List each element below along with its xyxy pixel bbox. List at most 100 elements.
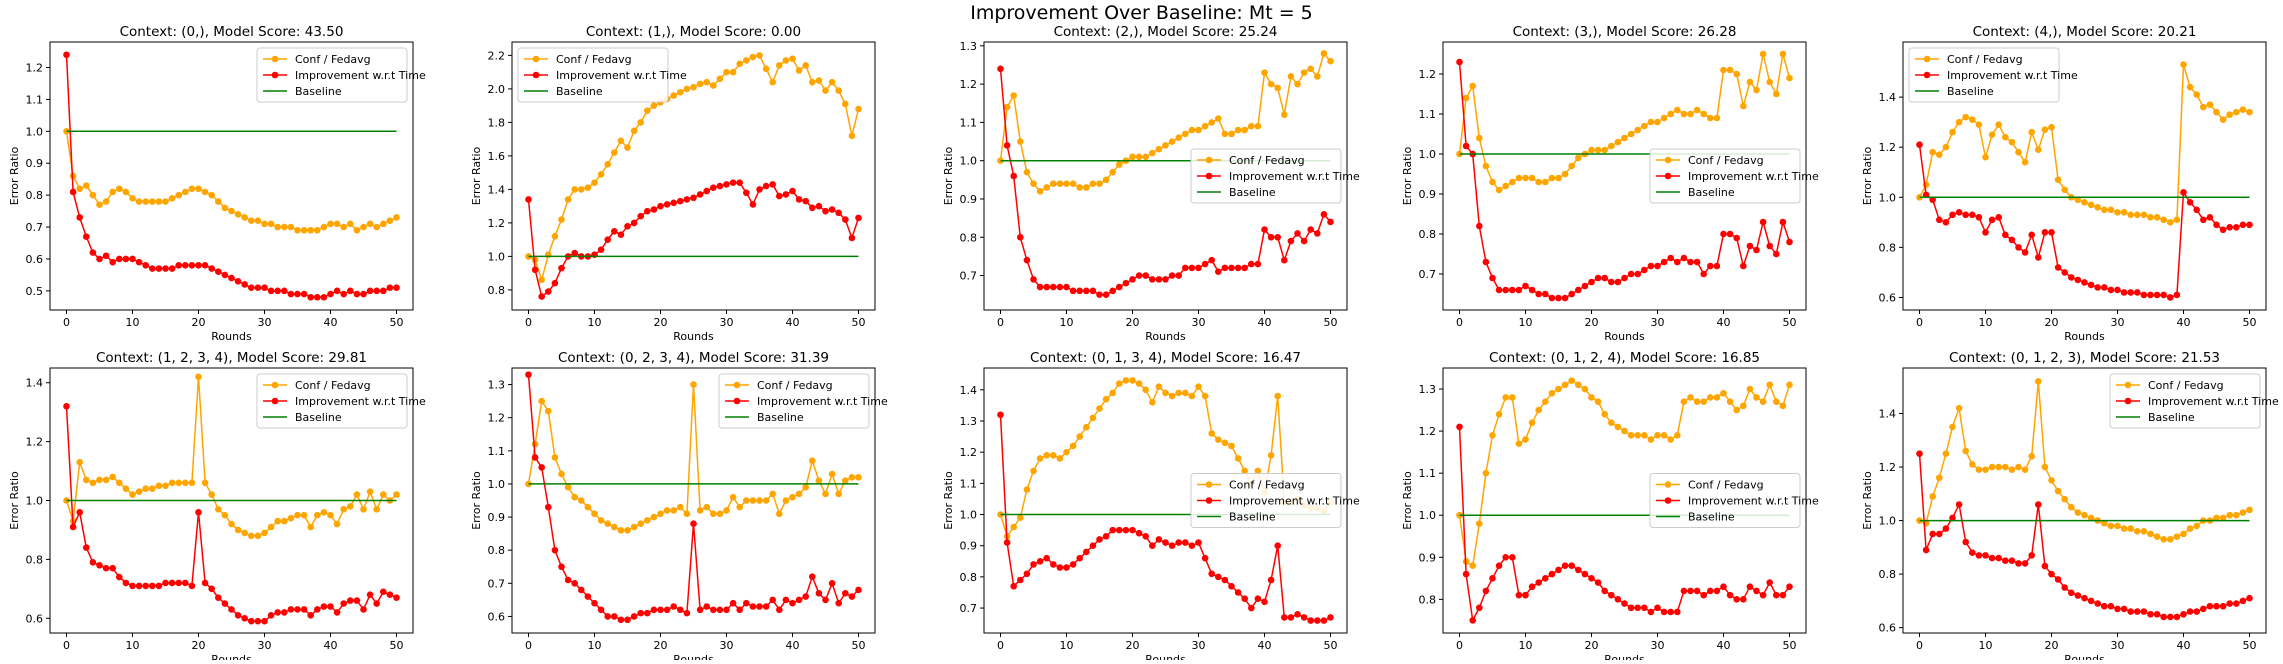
- y-tick-label: 0.6: [1879, 291, 1897, 304]
- data-point: [1548, 174, 1556, 182]
- data-point: [2087, 201, 2095, 209]
- legend-label: Improvement w.r.t Time: [1688, 170, 1819, 183]
- y-tick-label: 0.6: [488, 610, 506, 623]
- legend-marker: [1664, 497, 1672, 504]
- data-point: [2134, 211, 2141, 219]
- legend-label: Conf / Fedavg: [1229, 479, 1305, 492]
- data-point: [1314, 73, 1321, 80]
- data-point: [762, 497, 770, 504]
- data-point: [182, 262, 189, 269]
- data-point: [1693, 587, 1701, 595]
- data-point: [1155, 276, 1163, 283]
- data-point: [822, 490, 829, 498]
- data-point: [1294, 80, 1301, 88]
- data-point: [531, 440, 539, 448]
- plot-frame: [49, 367, 414, 634]
- data-point: [1254, 260, 1262, 268]
- data-point: [340, 290, 348, 298]
- data-point: [1942, 450, 1950, 457]
- data-point: [254, 217, 262, 224]
- data-point: [1476, 520, 1483, 527]
- data-point: [1535, 290, 1542, 298]
- data-point: [2114, 522, 2121, 530]
- data-point: [281, 223, 288, 231]
- data-point: [135, 488, 143, 495]
- data-point: [848, 234, 856, 242]
- legend-marker: [1664, 481, 1672, 488]
- legend-label: Improvement w.r.t Time: [1229, 495, 1360, 508]
- data-point: [2206, 214, 2214, 221]
- x-tick-label: 30: [1192, 316, 1206, 329]
- data-point: [1766, 579, 1773, 586]
- data-point: [1287, 73, 1295, 80]
- data-point: [294, 226, 301, 234]
- data-point: [2054, 487, 2062, 495]
- data-point: [1614, 423, 1622, 431]
- data-point: [267, 220, 275, 228]
- data-point: [155, 265, 163, 272]
- data-point: [558, 563, 565, 571]
- data-point: [1594, 146, 1602, 154]
- legend-box: [1908, 47, 2060, 103]
- legend-label: Conf / Fedavg: [556, 53, 632, 66]
- data-point: [393, 214, 400, 221]
- y-tick-label: 0.7: [960, 602, 978, 615]
- x-tick-label: 20: [2045, 316, 2059, 329]
- legend-box: [256, 47, 408, 103]
- data-point: [611, 523, 618, 531]
- y-tick-label: 0.8: [488, 544, 506, 557]
- data-point: [597, 171, 605, 178]
- data-point: [1043, 283, 1050, 291]
- data-point: [1017, 233, 1024, 241]
- y-tick-label: 1.0: [488, 478, 506, 491]
- data-point: [1135, 153, 1143, 161]
- plot-frame: [511, 367, 876, 634]
- data-point: [1254, 467, 1262, 475]
- data-point: [261, 220, 268, 228]
- data-point: [578, 586, 585, 594]
- data-point: [2200, 216, 2207, 224]
- data-point: [2114, 286, 2121, 294]
- data-point: [644, 207, 651, 215]
- data-point: [1083, 184, 1090, 191]
- data-point: [997, 411, 1004, 419]
- y-axis-label: Error Ratio: [8, 471, 21, 530]
- data-point: [1462, 570, 1470, 578]
- data-point: [776, 192, 783, 200]
- data-point: [1215, 436, 1222, 444]
- data-point: [1594, 579, 1602, 586]
- data-point: [2048, 477, 2055, 484]
- data-point: [1261, 598, 1268, 606]
- legend-label: Baseline: [2148, 411, 2195, 424]
- data-point: [1654, 604, 1661, 612]
- x-axis-label: Rounds: [1145, 653, 1186, 660]
- data-point: [756, 186, 763, 193]
- data-point: [2120, 605, 2128, 613]
- data-point: [2246, 221, 2253, 229]
- data-point: [2074, 592, 2082, 599]
- data-point: [2021, 560, 2029, 567]
- data-point: [89, 479, 97, 487]
- legend-label: Improvement w.r.t Time: [1688, 495, 1819, 508]
- data-point: [1168, 392, 1176, 400]
- data-point: [2219, 602, 2227, 610]
- data-point: [175, 262, 182, 269]
- data-point: [102, 198, 110, 205]
- data-point: [1660, 432, 1668, 439]
- y-tick-label: 1.3: [1419, 383, 1437, 396]
- data-point: [1687, 587, 1694, 595]
- data-point: [1568, 290, 1575, 298]
- x-tick-label: 30: [258, 639, 272, 652]
- x-tick-label: 50: [390, 316, 404, 329]
- data-point: [2213, 221, 2220, 229]
- data-point: [1713, 262, 1721, 270]
- data-point: [1916, 141, 1923, 148]
- data-point: [360, 506, 367, 513]
- data-point: [1234, 589, 1242, 596]
- data-point: [604, 160, 611, 168]
- data-point: [723, 507, 730, 514]
- data-point: [188, 262, 196, 269]
- data-point: [1208, 256, 1215, 264]
- data-point: [347, 287, 354, 295]
- data-point: [1495, 186, 1503, 194]
